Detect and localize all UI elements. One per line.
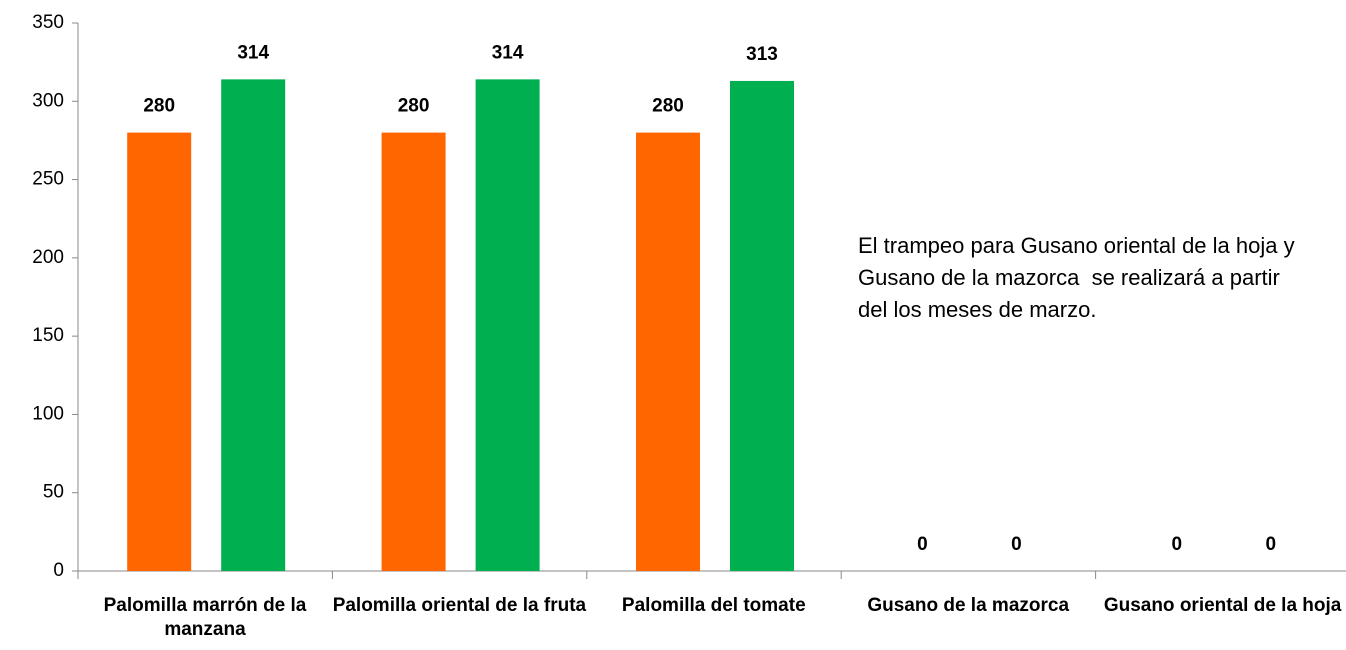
x-tick-label: Gusano oriental de la hoja	[1103, 595, 1342, 616]
bar	[221, 79, 286, 571]
y-tick-label: 200	[32, 247, 64, 268]
x-tick-label: Palomilla oriental de la fruta	[332, 595, 587, 616]
bar	[127, 132, 192, 571]
value-label: 313	[746, 44, 778, 65]
x-tick-label: Gusano de la mazorca	[867, 595, 1070, 616]
value-label: 314	[237, 42, 269, 63]
x-tick-label: Palomilla marrón de la manzana	[103, 595, 307, 640]
y-tick-label: 300	[32, 90, 64, 111]
value-label: 0	[1172, 534, 1183, 555]
bar	[381, 132, 446, 571]
y-tick-label: 50	[43, 482, 64, 503]
y-tick-label: 150	[32, 325, 64, 346]
value-label: 280	[143, 96, 175, 117]
value-label: 0	[917, 534, 928, 555]
y-tick-label: 0	[53, 560, 64, 581]
value-label: 0	[1011, 534, 1022, 555]
bar	[475, 79, 540, 571]
bar	[730, 80, 794, 571]
value-label: 280	[398, 96, 430, 117]
annotation: El trampeo para Gusano oriental de la ho…	[858, 233, 1301, 322]
y-tick-label: 100	[32, 403, 64, 424]
x-tick-label: Palomilla del tomate	[621, 595, 806, 616]
y-tick-label: 350	[32, 12, 64, 33]
bar	[636, 132, 700, 571]
value-label: 314	[492, 42, 524, 63]
y-tick-label: 250	[32, 169, 64, 190]
value-label: 280	[652, 96, 684, 117]
value-label: 0	[1266, 534, 1277, 555]
